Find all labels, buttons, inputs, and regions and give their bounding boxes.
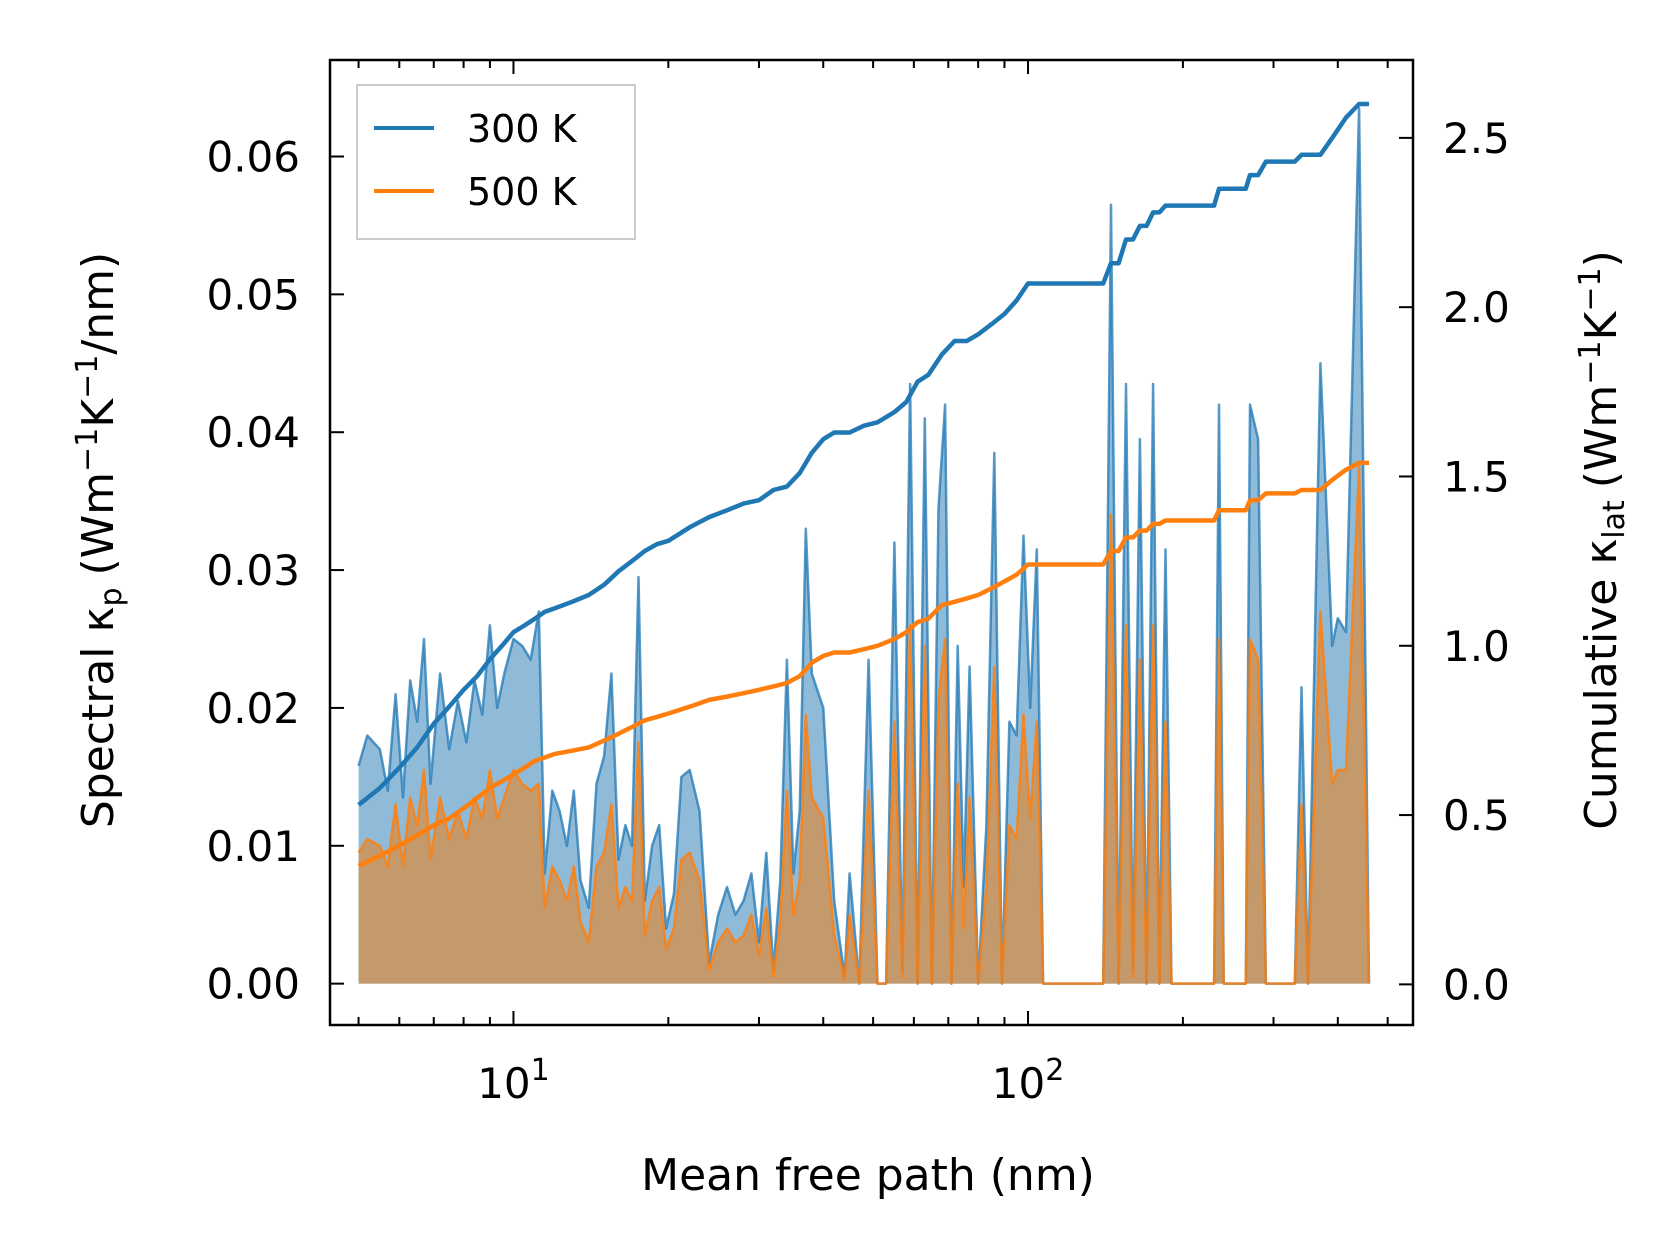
series-group xyxy=(357,101,1371,985)
y-left-tick-label: 0.02 xyxy=(206,684,300,733)
y-right-label-exp-1: −1 xyxy=(1573,340,1608,384)
x-axis-label: Mean free path (nm) xyxy=(641,1150,1095,1201)
y-left-tick-label: 0.06 xyxy=(206,133,300,182)
legend-frame xyxy=(356,84,636,240)
plot-area xyxy=(357,101,1371,985)
x-tick-label-exp: 1 xyxy=(531,1053,550,1088)
y-axis-right-label: Cumulative κlat(Wm−1K−1) xyxy=(1573,250,1632,830)
y-left-label-exp-2: −1 xyxy=(70,355,105,399)
y-right-label-units-close: ) xyxy=(1576,250,1627,267)
y-left-label-units-open: (Wm xyxy=(73,472,124,576)
x-tick-label-base: 10 xyxy=(992,1059,1045,1108)
spectral-line-300k xyxy=(357,107,1371,985)
y-right-tick-label: 0.5 xyxy=(1443,791,1510,840)
legend-label-300k: 300 K xyxy=(467,107,578,151)
plot-frame xyxy=(328,58,1415,1027)
y-right-tick-label: 1.5 xyxy=(1443,452,1510,501)
y-axis-left-label: Spectral κp(Wm−1K−1/nm) xyxy=(70,252,129,828)
y-right-label-sub: lat xyxy=(1597,500,1632,539)
y-left-label-exp-1: −1 xyxy=(70,428,105,472)
y-right-tick-label: 0.0 xyxy=(1443,960,1510,1009)
legend-label-500k: 500 K xyxy=(467,170,578,214)
y-right-tick-label: 2.5 xyxy=(1443,114,1510,163)
x-tick-label-base: 10 xyxy=(477,1059,530,1108)
y-left-label-sub: p xyxy=(94,588,129,607)
y-left-label-main: Spectral κ xyxy=(73,607,124,829)
y-left-label-units-k: K xyxy=(73,398,124,428)
axes: 0.00 0.01 0.02 0.03 0.04 0.05 0.06 0.0 0.5 1.0 1.5… xyxy=(206,58,1510,1108)
y-right-label-units-k: K xyxy=(1576,310,1627,340)
y-left-tick-label: 0.05 xyxy=(206,270,300,319)
cumulative-line-300k xyxy=(357,101,1369,807)
y-left-label-units-tail: /nm) xyxy=(73,252,124,355)
y-left-tick-label: 0.04 xyxy=(206,408,300,457)
x-tick-label: 101 xyxy=(477,1053,550,1108)
x-tick-label: 102 xyxy=(992,1053,1065,1108)
y-left-tick-label: 0.03 xyxy=(206,546,300,595)
y-left-tick-label: 0.01 xyxy=(206,822,300,871)
y-right-label-exp-2: −1 xyxy=(1573,267,1608,311)
y-right-label-units-open: (Wm xyxy=(1576,385,1627,489)
cumulative-line-500k xyxy=(357,460,1369,868)
legend: 300 K 500 K xyxy=(356,84,636,240)
x-tick-label-exp: 2 xyxy=(1045,1053,1064,1088)
y-right-label-main: Cumulative κ xyxy=(1576,539,1627,830)
y-right-tick-label: 1.0 xyxy=(1443,622,1510,671)
y-left-tick-label: 0.00 xyxy=(206,960,300,1009)
y-right-tick-label: 2.0 xyxy=(1443,283,1510,332)
